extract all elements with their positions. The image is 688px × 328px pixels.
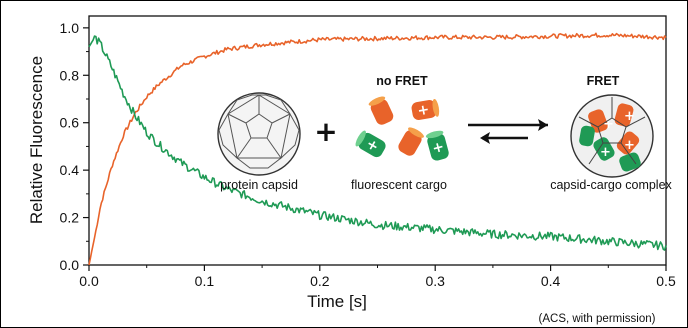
plus-sign: +: [314, 115, 337, 148]
svg-text:+: +: [624, 138, 635, 153]
y-tick-label: 0.8: [60, 67, 80, 83]
reaction-scheme: protein capsid + no FRET + +: [218, 74, 673, 192]
y-tick-label: 0.4: [60, 162, 80, 178]
label-capsid-cargo-complex: capsid-cargo complex: [550, 178, 672, 192]
x-tick-label: 0.0: [79, 273, 99, 289]
y-ticks: 0.0 0.2 0.4 0.6 0.8 1.0: [60, 20, 89, 273]
x-tick-label: 0.1: [195, 273, 215, 289]
x-tick-label: 0.3: [425, 273, 445, 289]
label-fluorescent-cargo: fluorescent cargo: [351, 178, 447, 192]
y-tick-label: 0.2: [60, 210, 80, 226]
x-tick-label: 0.4: [541, 273, 561, 289]
svg-text:+: +: [600, 145, 611, 160]
capsid-icon: [218, 93, 300, 175]
cargo-icon: + + +: [354, 95, 450, 162]
y-tick-label: 0.0: [60, 257, 80, 273]
y-tick-label: 0.6: [60, 115, 80, 131]
complex-icon: + + + +: [571, 95, 653, 177]
x-axis-title: Time [s]: [307, 292, 367, 311]
x-tick-label: 0.2: [310, 273, 330, 289]
y-axis-title: Relative Fluorescence: [27, 56, 46, 224]
credit-note: (ACS, with permission): [539, 313, 656, 325]
x-ticks: 0.0 0.1 0.2 0.3 0.4 0.5: [79, 265, 676, 289]
equilibrium-arrows-icon: [468, 119, 548, 144]
label-fret: FRET: [587, 74, 620, 88]
y-tick-label: 1.0: [60, 20, 80, 36]
svg-text:+: +: [624, 109, 635, 124]
label-protein-capsid: protein capsid: [220, 178, 298, 192]
svg-text:+: +: [603, 117, 614, 132]
label-no-fret: no FRET: [376, 74, 428, 88]
x-tick-label: 0.5: [656, 273, 676, 289]
